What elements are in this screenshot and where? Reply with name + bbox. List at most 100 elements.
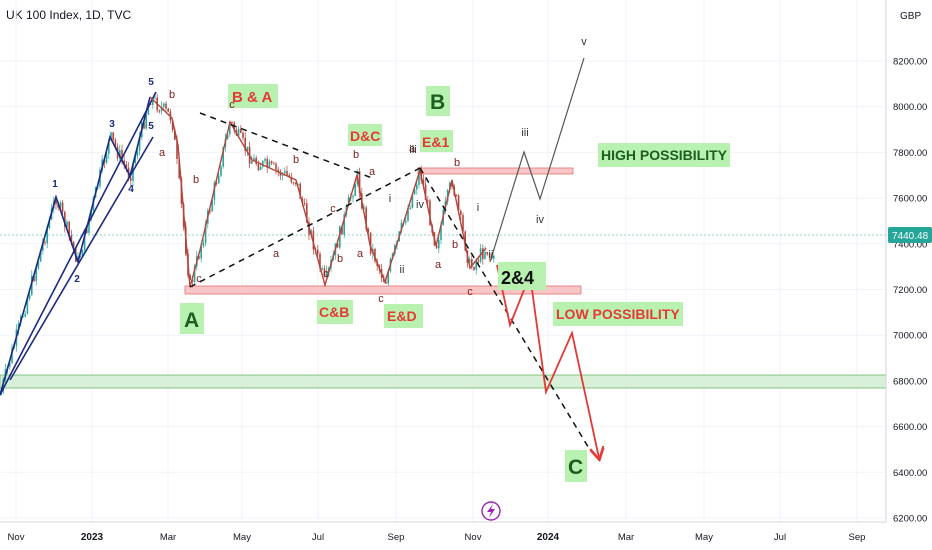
candle-body-200 [440,224,442,240]
price-tick-8: 6600.00 [893,422,927,433]
candle-body-129 [284,170,286,174]
candle-body-119 [262,160,264,167]
candle-body-190 [418,170,420,185]
wave-label-1: a [159,147,166,159]
candle-body-66 [145,114,147,129]
flash-icon[interactable] [481,501,501,521]
price-tick-9: 6400.00 [893,468,927,479]
candle-body-167 [367,229,370,233]
candle-body-147 [323,268,326,277]
candle-body-91 [200,246,202,259]
candle-body-12 [26,298,29,314]
price-tick-3: 7600.00 [893,194,927,205]
candle-body-130 [286,170,288,176]
wave-label-23: i [477,202,479,214]
candle-body-210 [462,215,464,232]
candle-body-123 [270,161,273,164]
candle-body-144 [317,249,319,254]
candle-body-96 [211,199,213,212]
candle-body-168 [369,232,372,254]
wave-label-9: c [330,203,336,215]
impulse-wave-labels: 1 2 3 4 5 5 [52,77,154,285]
candle-body-90 [198,256,200,259]
candle-body-62 [136,150,139,157]
candle-body-213 [468,259,471,263]
price-axis[interactable]: 8200.00 8000.00 7800.00 7600.00 7400.00 7200.… [893,57,927,525]
candle-body-215 [473,267,475,270]
candle-body-207 [455,194,458,196]
wave-label-19: iii [409,144,416,156]
candle-body-134 [295,182,297,185]
candle-body-222 [488,254,491,256]
candle-body-170 [374,248,376,262]
time-tick-2: Mar [160,532,176,543]
svg-text:LOW POSSIBILITY: LOW POSSIBILITY [556,306,680,322]
candle-body-40 [88,218,90,233]
currency-label: GBP [900,11,921,22]
time-tick-11: Sep [849,532,866,543]
wave-label-15: a [435,259,442,271]
candle-body-50 [110,132,112,140]
wave-label-7: b [353,149,359,161]
candle-body-139 [306,203,308,223]
wave-label-6: a [273,248,280,260]
candle-body-98 [215,182,218,184]
svg-text:C&B: C&B [319,304,349,320]
candle-body-108 [237,128,240,136]
time-tick-3: May [233,532,251,543]
candle-body-211 [464,231,466,251]
wave-label-17: c [467,286,473,298]
support-zone [0,374,887,389]
wave-label-20: i [389,193,391,205]
candle-body-38 [83,229,86,251]
svg-text:D&C: D&C [350,128,380,144]
candle-body-74 [163,103,165,107]
time-tick-6: Nov [465,532,482,543]
candle-body-205 [451,182,453,187]
candle-body-199 [438,239,440,249]
price-tick-2: 7800.00 [893,148,927,159]
candle-body-126 [277,169,279,172]
candle-body-216 [475,260,477,270]
candle-body-49 [108,139,110,154]
price-tick-4: 7400.00 [893,239,927,250]
candle-body-198 [435,245,438,249]
projection-labels: v iii iv [521,36,587,226]
two-four-label: 2&4 [498,262,546,290]
time-tick-0: Nov [8,532,25,543]
candle-body-69 [152,97,154,105]
candle-body-81 [178,158,180,179]
candle-body-214 [471,259,473,268]
candle-body-65 [143,122,145,129]
candle-body-114 [251,160,253,164]
b-label: B [426,86,450,116]
candle-body-39 [86,229,88,233]
candle-body-5 [11,348,13,363]
candle-body-138 [303,203,306,205]
time-tick-4: Jul [312,532,324,543]
candle-body-86 [189,275,191,280]
candle-body-55 [121,150,123,161]
candle-body-154 [339,226,341,248]
candle-body-209 [460,210,462,216]
candle-body-116 [255,157,257,164]
candle-body-131 [288,175,290,177]
candle-body-76 [167,108,169,112]
triangle-lines [189,112,591,451]
candle-body-219 [482,248,484,259]
candle-body-29 [64,211,66,227]
impulse-wave [0,91,157,396]
candle-body-80 [176,139,178,159]
candle-body-194 [427,199,429,201]
candle-body-103 [226,134,229,140]
candle-body-61 [134,156,136,164]
candle-body-161 [354,183,356,196]
candle-body-56 [123,160,125,165]
time-tick-10: Jul [774,532,786,543]
candle-body-72 [158,110,161,112]
time-tick-9: May [695,532,713,543]
time-axis[interactable]: Nov 2023 Mar May Jul Sep Nov 2024 Mar May Jul Sep [8,532,866,543]
candle-body-4 [9,362,11,367]
wave-label-4: c [196,273,202,285]
